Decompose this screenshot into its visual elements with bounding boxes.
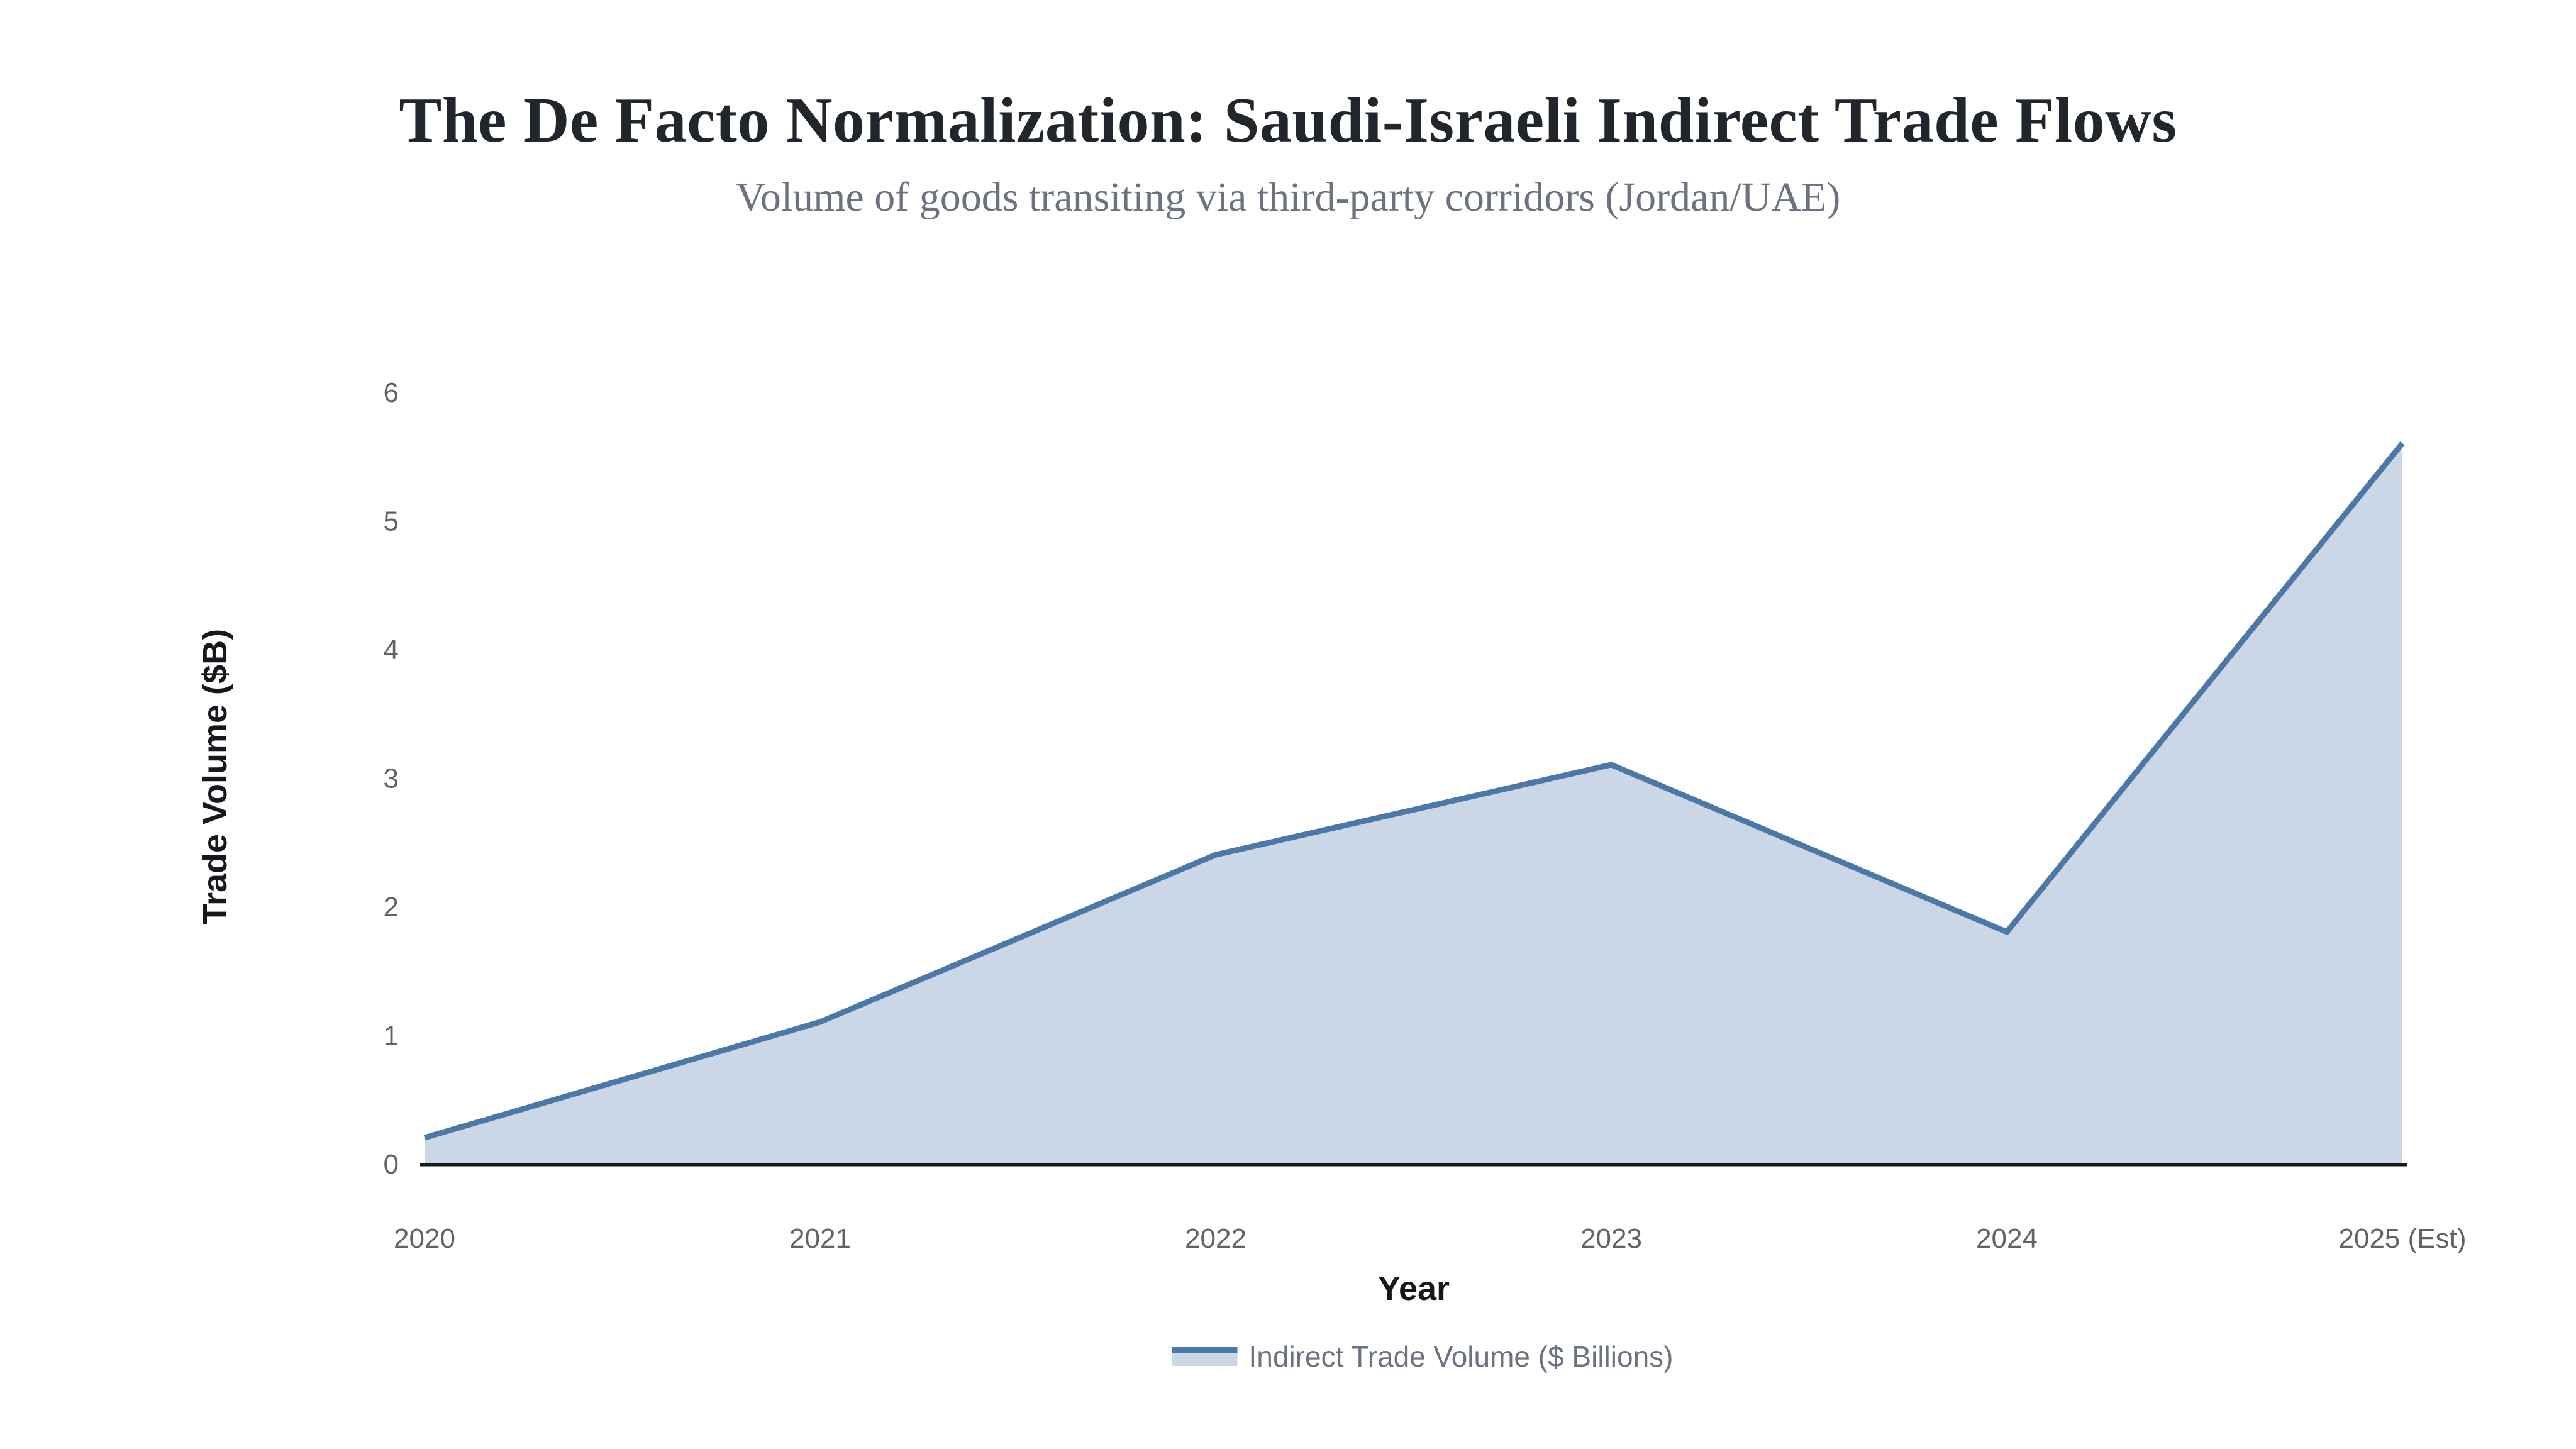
y-tick-label: 2	[384, 892, 399, 923]
y-tick-label: 4	[384, 635, 399, 665]
x-tick-label: 2021	[789, 1223, 851, 1254]
y-tick-label: 1	[384, 1021, 399, 1052]
y-tick-label: 6	[384, 377, 399, 408]
x-tick-label: 2023	[1580, 1223, 1642, 1254]
x-tick-label: 2022	[1185, 1223, 1246, 1254]
legend-area-swatch	[1172, 1347, 1238, 1366]
x-tick-label: 2020	[394, 1223, 455, 1254]
legend: Indirect Trade Volume ($ Billions)	[1172, 1340, 1674, 1373]
x-tick-label: 2025 (Est)	[2339, 1223, 2467, 1254]
trend-line	[423, 441, 2405, 1141]
legend-label: Indirect Trade Volume ($ Billions)	[1248, 1340, 1674, 1373]
x-tick-label: 2024	[1976, 1223, 2038, 1254]
chart-subtitle: Volume of goods transiting via third-par…	[735, 174, 1841, 220]
y-tick-label: 0	[384, 1149, 399, 1180]
chart-title: The De Facto Normalization: Saudi-Israel…	[399, 85, 2177, 156]
y-tick-label: 3	[384, 763, 399, 794]
area-fill	[425, 443, 2402, 1163]
x-axis-title: Year	[1377, 1270, 1450, 1307]
y-tick-label: 5	[384, 506, 399, 537]
